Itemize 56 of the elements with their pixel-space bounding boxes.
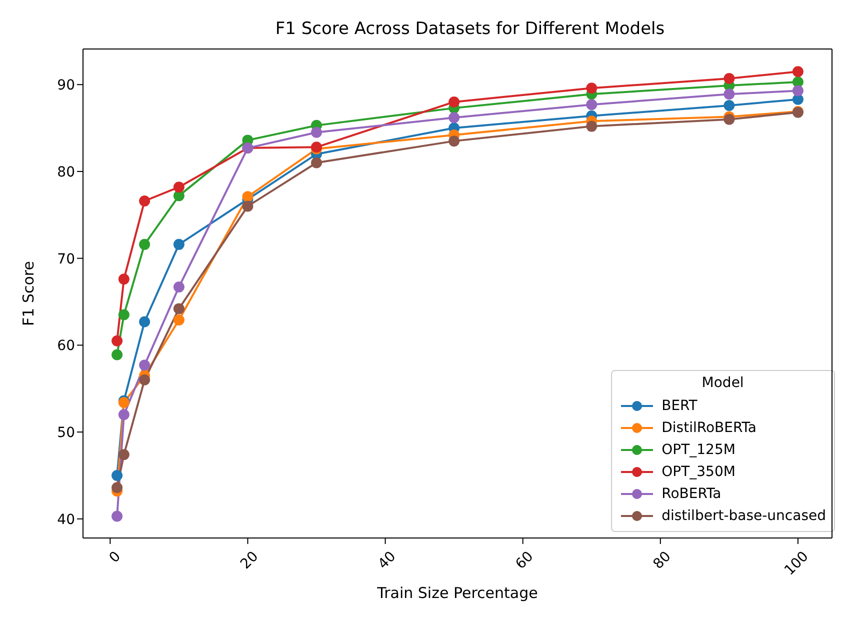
- point: [724, 100, 735, 111]
- x-tick-label: 20: [238, 548, 262, 572]
- legend-label: distilbert-base-uncased: [662, 508, 826, 524]
- point: [792, 94, 804, 105]
- x-tick-label: 40: [375, 548, 400, 572]
- point: [139, 374, 150, 386]
- x-tick-label: 60: [512, 548, 537, 572]
- point: [586, 99, 598, 110]
- point: [139, 196, 150, 206]
- y-tick-label: 90: [57, 78, 75, 94]
- legend-label: DistilRoBERTa: [662, 420, 756, 436]
- legend-label: OPT_125M: [662, 442, 736, 458]
- point: [112, 482, 123, 494]
- point: [112, 349, 123, 360]
- point: [586, 120, 598, 132]
- y-tick-label: 70: [57, 251, 75, 268]
- point: [173, 281, 184, 292]
- point: [112, 510, 123, 522]
- point: [173, 303, 184, 314]
- point: [118, 449, 130, 460]
- point: [448, 136, 460, 147]
- point: [173, 238, 184, 250]
- point: [448, 96, 460, 108]
- y-tick-label: 50: [57, 425, 75, 442]
- point: [112, 335, 123, 346]
- point: [724, 73, 735, 84]
- point: [112, 470, 123, 481]
- legend-label: OPT_350M: [662, 464, 736, 480]
- legend-label: RoBERTa: [662, 486, 722, 502]
- point: [139, 360, 150, 371]
- point: [311, 126, 322, 138]
- point: [586, 82, 598, 94]
- point: [311, 157, 322, 168]
- point: [173, 314, 184, 326]
- point: [139, 316, 150, 328]
- x-tick-label: 100: [782, 548, 812, 579]
- legend-title: Model: [700, 375, 745, 391]
- point: [448, 112, 460, 124]
- y-tick-label: 40: [57, 512, 75, 528]
- point: [173, 182, 184, 193]
- point: [118, 274, 130, 285]
- x-axis-title: Train Size Percentage: [376, 584, 538, 602]
- point: [792, 85, 804, 96]
- chart-title: F1 Score Across Datasets for Different Models: [275, 19, 665, 39]
- point: [792, 66, 804, 78]
- point: [139, 238, 150, 250]
- point: [724, 88, 735, 100]
- x-tick-label: 80: [650, 548, 674, 572]
- y-tick-label: 80: [57, 164, 75, 180]
- point: [724, 114, 735, 125]
- point: [118, 409, 130, 420]
- point: [118, 309, 130, 320]
- y-axis-title: F1 Score: [19, 261, 38, 326]
- x-tick-label: 0: [106, 548, 124, 566]
- legend-label: BERT: [662, 398, 698, 414]
- y-tick-label: 60: [57, 338, 75, 354]
